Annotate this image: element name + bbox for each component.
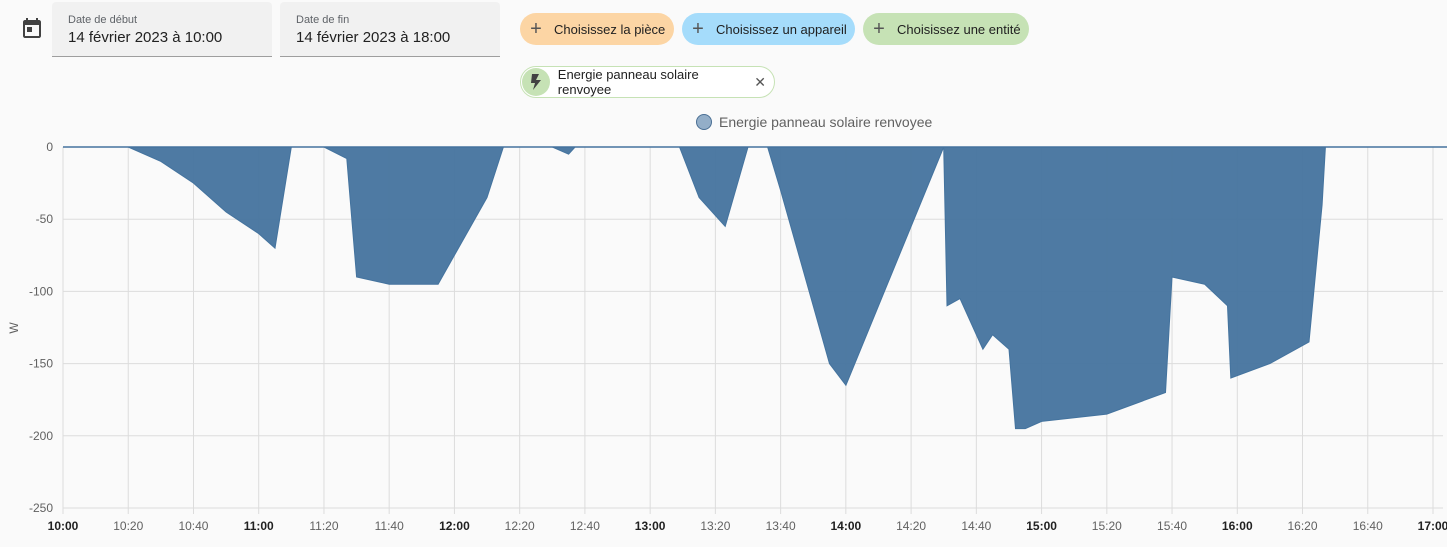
y-tick-label: -200 xyxy=(29,429,53,443)
x-tick-label: 13:40 xyxy=(766,519,796,533)
selected-entity-label: Energie panneau solaire renvoyee xyxy=(557,67,699,97)
calendar-icon[interactable] xyxy=(20,16,44,40)
series-area xyxy=(63,146,1433,430)
y-tick-label: -150 xyxy=(29,357,53,371)
x-tick-label: 12:20 xyxy=(505,519,535,533)
choose-room-chip[interactable]: + Choisissez la pièce xyxy=(520,13,674,45)
choose-entity-label: Choisissez une entité xyxy=(897,21,1021,37)
start-date-label: Date de début xyxy=(68,14,138,26)
legend-label: Energie panneau solaire renvoyee xyxy=(719,114,933,130)
x-tick-label: 15:20 xyxy=(1092,519,1122,533)
plus-icon: + xyxy=(873,18,885,40)
y-axis-label: W xyxy=(7,322,21,334)
x-tick-label: 16:20 xyxy=(1288,519,1318,533)
x-tick-label: 12:40 xyxy=(570,519,600,533)
x-tick-label: 14:00 xyxy=(831,519,862,533)
x-tick-label: 10:20 xyxy=(113,519,143,533)
x-tick-label: 11:00 xyxy=(244,519,274,533)
end-date-value[interactable]: 14 février 2023 à 18:00 xyxy=(296,29,451,46)
x-tick-label: 10:40 xyxy=(178,519,208,533)
end-date-field[interactable]: Date de fin 14 février 2023 à 18:00 xyxy=(280,2,500,57)
plus-icon: + xyxy=(530,18,542,40)
y-tick-label: -250 xyxy=(29,501,53,515)
end-date-label: Date de fin xyxy=(296,14,350,26)
y-tick-label: -100 xyxy=(29,284,53,298)
x-tick-label: 14:40 xyxy=(961,519,991,533)
x-tick-label: 15:00 xyxy=(1026,519,1057,533)
x-tick-label: 12:00 xyxy=(439,519,470,533)
x-tick-label: 11:40 xyxy=(375,519,404,533)
y-tick-label: -50 xyxy=(36,212,54,226)
x-tick-label: 17:00 xyxy=(1418,519,1447,533)
selected-entity-chip[interactable]: Energie panneau solaire renvoyee ✕ xyxy=(520,66,775,98)
start-date-value[interactable]: 14 février 2023 à 10:00 xyxy=(68,29,223,46)
x-tick-label: 16:00 xyxy=(1222,519,1253,533)
x-tick-label: 15:40 xyxy=(1157,519,1187,533)
chart-legend[interactable]: Energie panneau solaire renvoyee xyxy=(696,114,932,130)
choose-room-label: Choisissez la pièce xyxy=(554,21,666,37)
x-tick-label: 13:20 xyxy=(700,519,730,533)
x-tick-label: 10:00 xyxy=(48,519,79,533)
choose-entity-chip[interactable]: + Choisissez une entité xyxy=(863,13,1029,45)
plus-icon: + xyxy=(692,18,704,40)
x-tick-label: 13:00 xyxy=(635,519,666,533)
close-icon[interactable]: ✕ xyxy=(754,73,766,90)
legend-swatch xyxy=(696,114,712,130)
x-tick-label: 11:20 xyxy=(309,519,338,533)
y-tick-label: 0 xyxy=(46,140,53,154)
flash-icon xyxy=(522,68,550,96)
x-tick-label: 16:40 xyxy=(1353,519,1383,533)
start-date-field[interactable]: Date de début 14 février 2023 à 10:00 xyxy=(52,2,272,57)
choose-device-chip[interactable]: + Choisissez un appareil xyxy=(682,13,855,45)
x-tick-label: 14:20 xyxy=(896,519,926,533)
choose-device-label: Choisissez un appareil xyxy=(716,21,847,37)
